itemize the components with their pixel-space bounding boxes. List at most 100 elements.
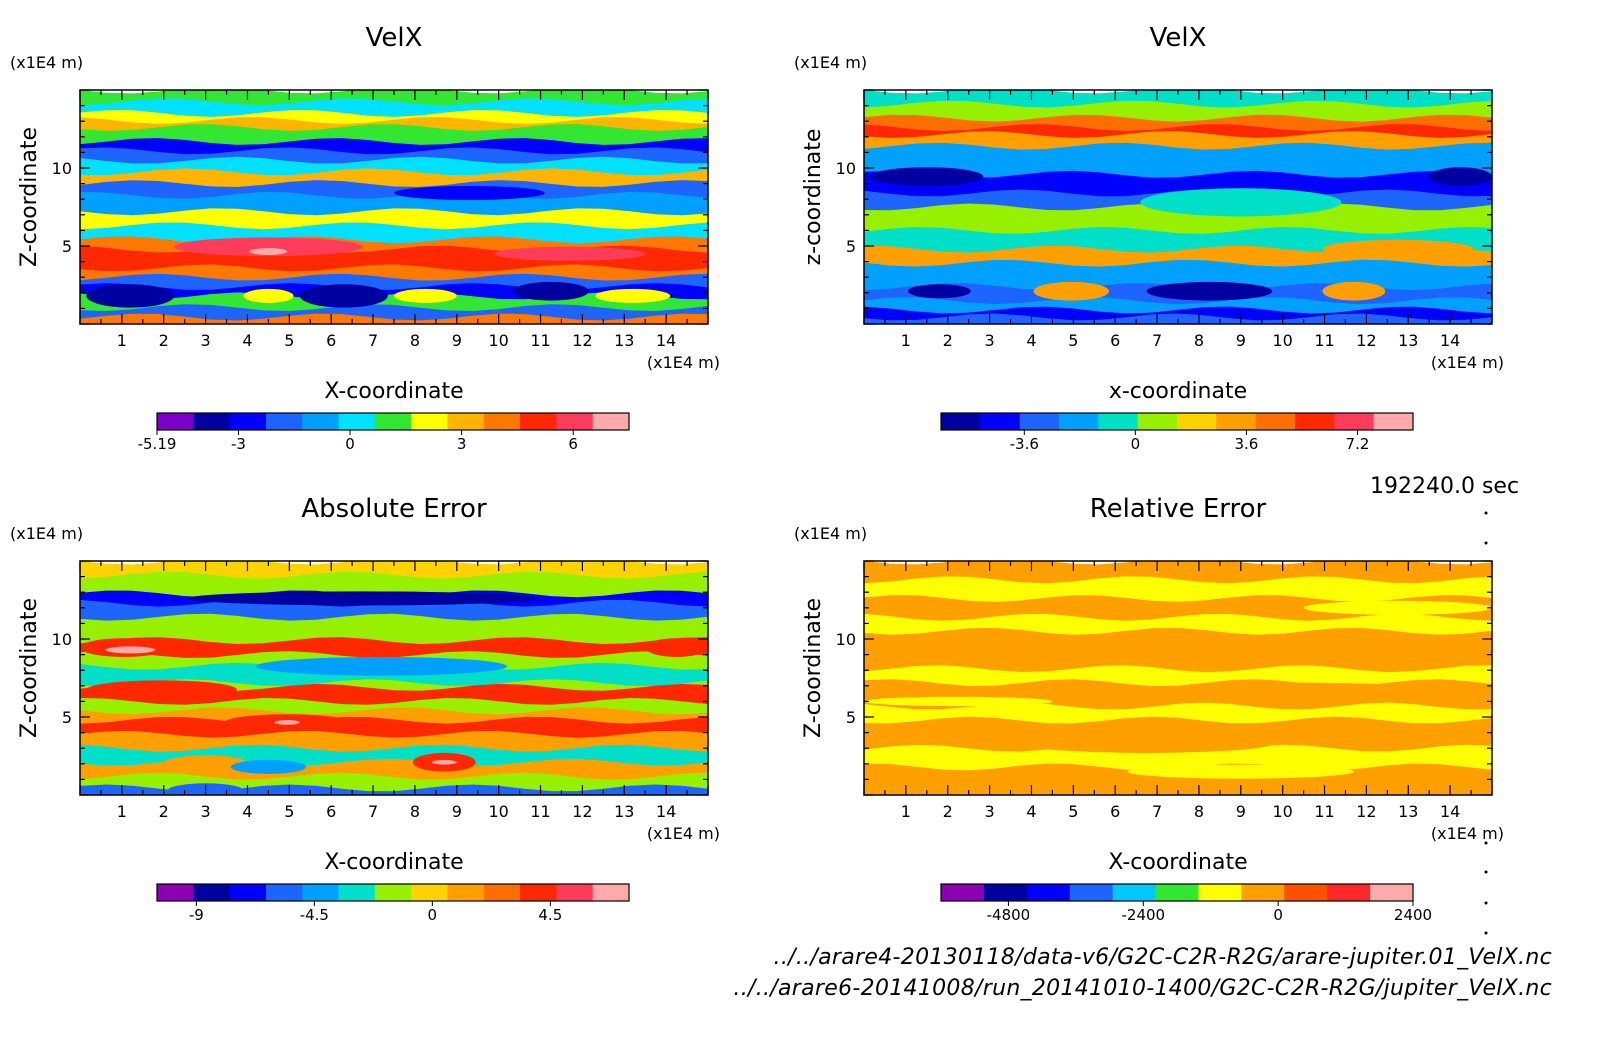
contour-blob [907, 284, 971, 299]
chart-title: VelX [1150, 23, 1207, 53]
colorbar-swatch [374, 413, 412, 430]
x-tick-label: 13 [614, 331, 634, 350]
x-tick-label: 10 [1272, 331, 1292, 350]
colorbar-tick-label: 4.5 [538, 906, 562, 924]
x-tick-label: 5 [1068, 802, 1078, 821]
x-tick-label: 10 [488, 331, 508, 350]
chart-title: Relative Error [1090, 494, 1267, 524]
heatmap-field [80, 90, 708, 324]
x-tick-label: 13 [1398, 802, 1418, 821]
contour-blob [249, 247, 288, 255]
x-tick-label: 11 [1314, 802, 1334, 821]
colorbar-swatch [1069, 884, 1114, 901]
y-tick-label: 5 [62, 708, 72, 727]
x-tick-label: 7 [368, 802, 378, 821]
contour-band [864, 576, 1492, 603]
colorbar-tick-label: -3 [231, 435, 246, 453]
x-tick-label: 12 [1356, 331, 1376, 350]
x-tick-label: 2 [159, 331, 169, 350]
x-tick-label: 6 [326, 802, 336, 821]
x-unit-label: (x1E4 m) [1431, 353, 1504, 372]
contour-band [80, 571, 708, 598]
contour-blob [513, 281, 589, 301]
contour-blob [186, 591, 539, 606]
contour-blob [86, 680, 237, 700]
contour-blob [494, 246, 646, 261]
y-axis-label: Z-coordinate [17, 598, 42, 738]
colorbar-swatch [556, 413, 594, 430]
colorbar-frame [940, 412, 1414, 431]
contour-band [864, 716, 1492, 753]
colorbar-swatch [193, 884, 231, 901]
contour-band [80, 138, 708, 155]
marker-dot [1484, 870, 1488, 874]
colorbar-swatch [229, 413, 267, 430]
colorbar-swatch [1026, 884, 1071, 901]
colorbar-swatch [556, 884, 594, 901]
x-tick-label: 14 [656, 802, 676, 821]
colorbar-swatch [1155, 884, 1199, 901]
colorbar-swatch [483, 884, 521, 901]
x-tick-label: 1 [901, 331, 911, 350]
contour-blob [594, 288, 671, 303]
colorbar-swatch [411, 413, 448, 430]
x-tick-label: 4 [242, 802, 252, 821]
x-tick-label: 1 [117, 331, 127, 350]
x-tick-label: 11 [1314, 331, 1334, 350]
heatmap-field [864, 90, 1492, 324]
x-tick-label: 7 [368, 331, 378, 350]
colorbar-swatch [941, 413, 981, 430]
x-tick-label: 14 [1440, 331, 1460, 350]
x-tick-label: 9 [452, 802, 462, 821]
contour-blob [299, 284, 388, 308]
contour-blob [977, 635, 1128, 650]
colorbar-swatch [592, 884, 630, 901]
x-tick-label: 1 [901, 802, 911, 821]
y-axis-label: Z-coordinate [17, 127, 42, 267]
x-tick-label: 5 [284, 331, 294, 350]
x-tick-label: 14 [1440, 802, 1460, 821]
marker-dot [1484, 511, 1488, 515]
contour-blob [105, 646, 156, 654]
contour-blob [394, 185, 545, 200]
x-tick-label: 2 [159, 802, 169, 821]
colorbar-frame [156, 412, 630, 431]
x-tick-label: 12 [1356, 802, 1376, 821]
y-unit-label: (x1E4 m) [10, 53, 83, 72]
x-tick-label: 10 [488, 802, 508, 821]
x-tick-label: 12 [572, 331, 592, 350]
x-tick-label: 4 [1026, 331, 1036, 350]
x-tick-label: 13 [614, 802, 634, 821]
y-tick-label: 5 [62, 237, 72, 256]
colorbar-swatch [193, 413, 231, 430]
x-tick-label: 8 [1194, 802, 1204, 821]
colorbar-swatch [157, 884, 194, 901]
contour-blob [1021, 734, 1273, 753]
colorbar-swatch [1112, 884, 1157, 901]
colorbar-swatch [1295, 413, 1335, 430]
x-tick-label: 2 [943, 331, 953, 350]
colorbar-tick-label: -9 [189, 906, 204, 924]
colorbar-swatch [302, 413, 340, 430]
x-tick-label: 6 [1110, 331, 1120, 350]
colorbar-swatch [1177, 413, 1217, 430]
contour-band [80, 98, 708, 118]
marker-dot [1484, 901, 1488, 905]
x-tick-label: 10 [1272, 802, 1292, 821]
colorbar-frame [156, 883, 630, 902]
colorbar-tick-label: 3.6 [1234, 435, 1258, 453]
contour-blob [243, 288, 294, 303]
colorbar-swatch [229, 884, 267, 901]
x-tick-label: 13 [1398, 331, 1418, 350]
x-tick-label: 4 [242, 331, 252, 350]
contour-blob [870, 167, 984, 186]
y-tick-label: 5 [846, 237, 856, 256]
contour-band [864, 100, 1492, 123]
colorbar-tick-label: -4.5 [300, 906, 329, 924]
x-tick-label: 9 [452, 331, 462, 350]
colorbar-tick-label: 0 [1273, 906, 1283, 924]
y-unit-label: (x1E4 m) [10, 524, 83, 543]
